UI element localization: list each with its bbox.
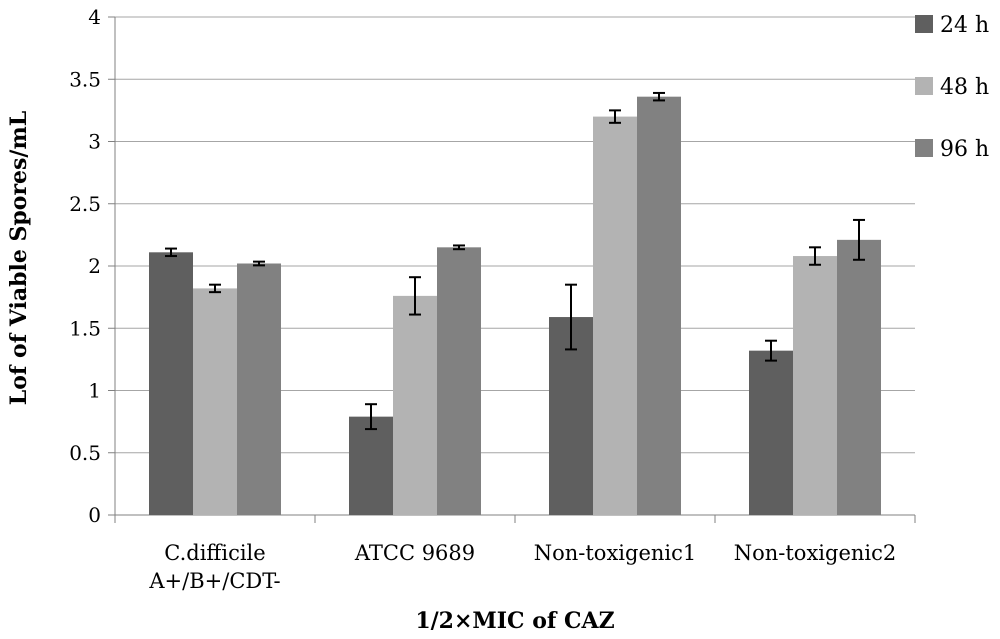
legend-swatch: [915, 139, 933, 157]
legend-label: 48 h: [940, 75, 989, 100]
bar: [149, 252, 193, 515]
y-tick-label: 3.5: [69, 67, 101, 91]
bar: [637, 96, 681, 516]
x-category-label: ATCC 9689: [354, 541, 475, 565]
bar: [349, 416, 393, 515]
y-tick-label: 1.5: [69, 316, 101, 340]
y-tick-label: 3: [88, 130, 101, 154]
x-category-label: Non-toxigenic1: [534, 541, 697, 565]
legend-swatch: [915, 77, 933, 95]
legend-label: 96 h: [940, 137, 989, 162]
y-axis-title: Lof of Viable Spores/mL: [6, 111, 32, 405]
bar: [193, 288, 237, 515]
y-tick-label: 2.5: [69, 192, 101, 216]
bar: [393, 295, 437, 515]
legend-label: 24 h: [940, 13, 989, 38]
x-axis-title: 1/2×MIC of CAZ: [415, 608, 614, 634]
x-category-label: A+/B+/CDT-: [148, 569, 280, 593]
bar: [749, 350, 793, 515]
y-tick-label: 0.5: [69, 441, 101, 465]
y-tick-label: 0: [88, 503, 101, 527]
bar: [793, 256, 837, 515]
bar: [437, 247, 481, 515]
y-tick-label: 1: [88, 379, 101, 403]
bar: [837, 239, 881, 516]
y-tick-label: 4: [88, 5, 101, 29]
legend-swatch: [915, 15, 933, 33]
y-tick-label: 2: [88, 254, 101, 278]
bar: [237, 263, 281, 515]
x-category-label: Non-toxigenic2: [734, 541, 897, 565]
bar: [593, 116, 637, 515]
x-category-label: C.difficile: [164, 541, 265, 565]
